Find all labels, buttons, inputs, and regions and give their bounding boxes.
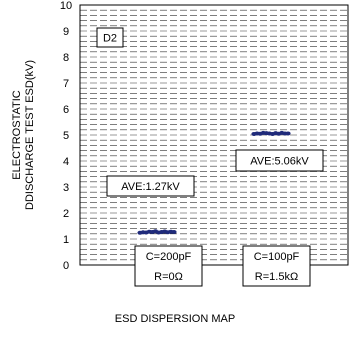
chart-tag-label: D2 (96, 27, 124, 48)
average-label-2-text: AVE:5.06kV (250, 155, 309, 167)
y-tick-label: 0 (63, 260, 69, 272)
data-points (137, 130, 291, 235)
data-point (285, 131, 291, 136)
y-tick-label: 6 (63, 104, 69, 116)
category-label-2: C=100pF R=1.5kΩ (242, 245, 311, 287)
y-axis-ticks: 0 1 2 3 4 5 6 7 8 9 10 (60, 0, 72, 272)
y-axis-label: ELECTROSTATIC DDISCHARGE TEST ESD(kV) (11, 60, 36, 210)
data-point (171, 229, 177, 234)
average-label-2: AVE:5.06kV (235, 149, 324, 172)
chart-tag-label-text: D2 (103, 32, 117, 44)
category-label-1-text: R=0Ω (154, 271, 183, 283)
y-tick-label: 9 (63, 26, 69, 38)
y-tick-label: 3 (63, 182, 69, 194)
category-label-1: C=200pF R=0Ω (134, 245, 203, 287)
category-labels: C=200pF R=0Ω C=100pF R=1.5kΩ (134, 245, 311, 287)
y-tick-label: 8 (63, 52, 69, 64)
category-label-1-box (134, 245, 203, 287)
average-label-2-box (235, 149, 324, 172)
chart-tag: D2 (96, 27, 124, 48)
average-label-1-box (106, 175, 195, 197)
y-axis-label-line: ELECTROSTATIC (11, 90, 23, 179)
y-tick-label: 1 (63, 234, 69, 246)
y-tick-label: 2 (63, 208, 69, 220)
y-tick-label: 5 (63, 130, 69, 142)
category-label-2-text: R=1.5kΩ (255, 271, 298, 283)
category-label-2-box (242, 245, 311, 287)
chart-tag-label-box (96, 27, 124, 48)
plot-frame (79, 4, 349, 266)
category-label-1-text: C=200pF (146, 251, 192, 263)
y-axis-label-line: DDISCHARGE TEST ESD(kV) (24, 60, 36, 210)
average-label-1: AVE:1.27kV (106, 175, 195, 197)
average-labels: AVE:1.27kV AVE:5.06kV (106, 149, 324, 197)
average-label-1-text: AVE:1.27kV (121, 181, 180, 193)
y-tick-label: 4 (63, 156, 69, 168)
chart-title: ESD DISPERSION MAP (114, 313, 236, 325)
category-label-2-text: C=100pF (254, 251, 300, 263)
y-tick-label: 7 (63, 78, 69, 90)
y-tick-label: 10 (60, 0, 72, 12)
